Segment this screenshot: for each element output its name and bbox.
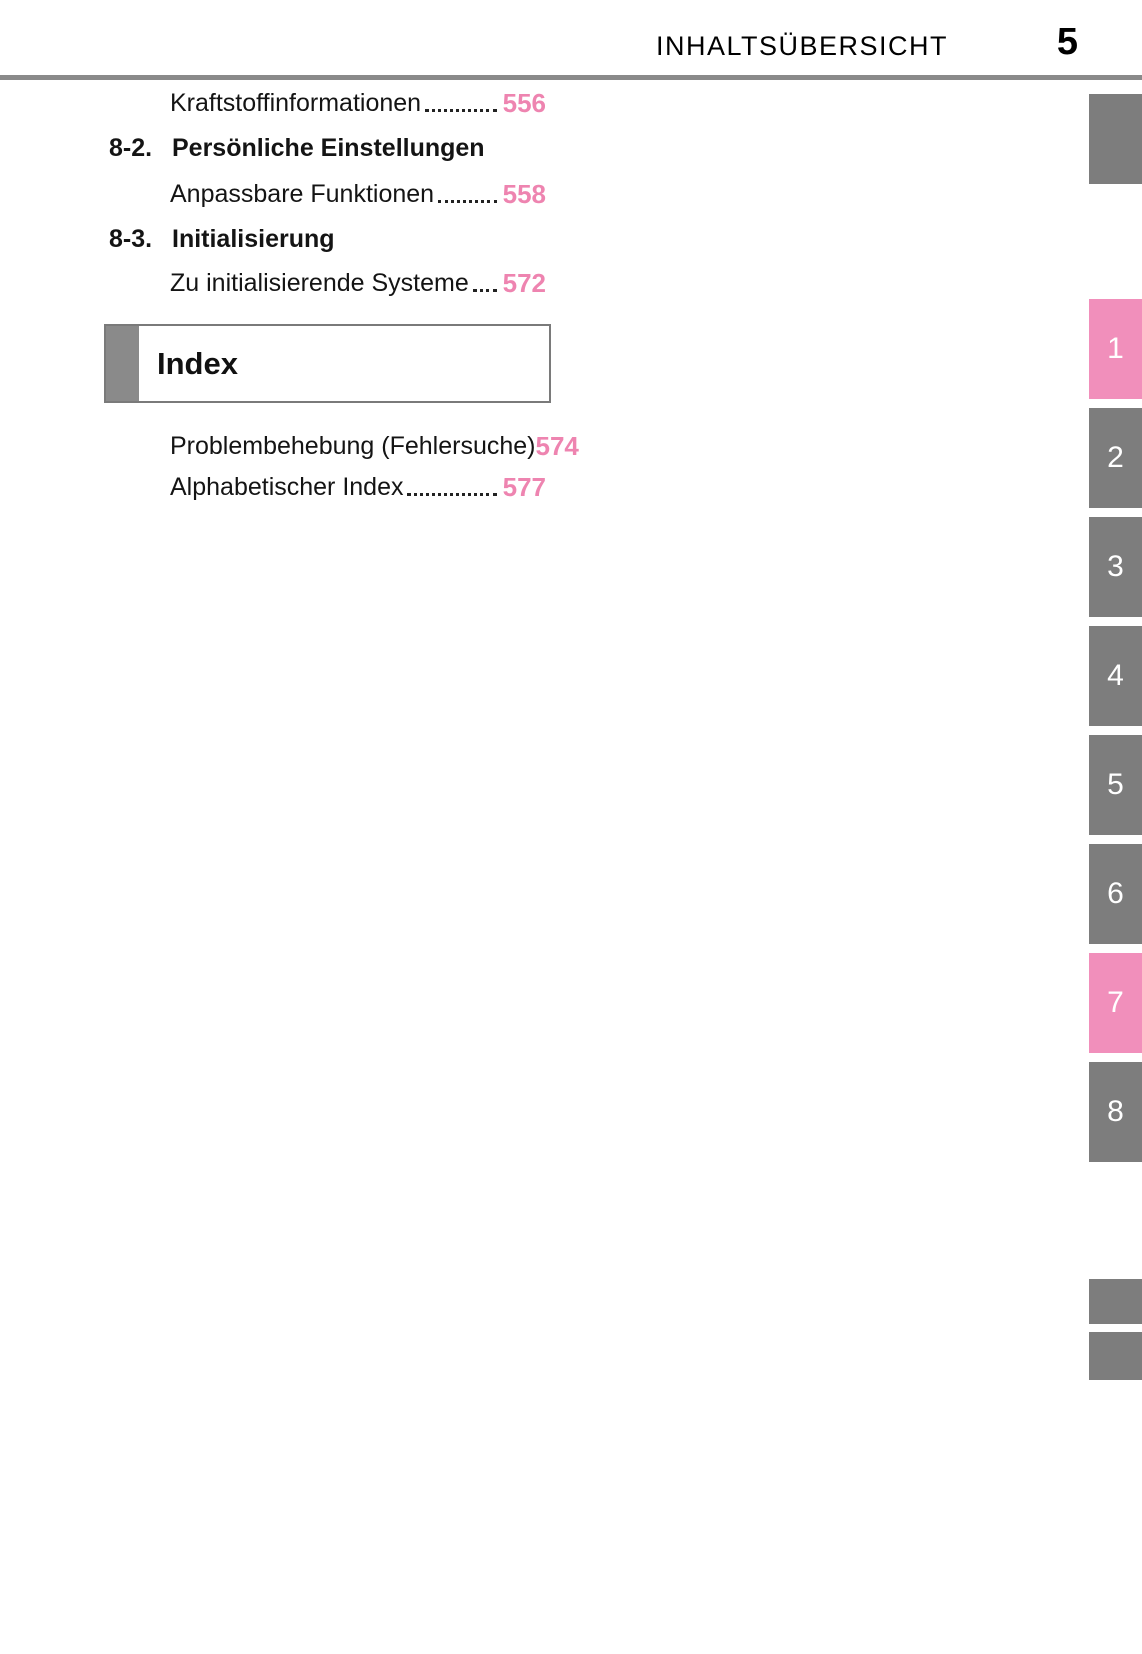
- toc-section-number: 8-3.: [109, 225, 153, 253]
- side-tab-4[interactable]: 4: [1089, 626, 1142, 726]
- toc-entry-page: 558: [502, 179, 546, 209]
- side-tab-8[interactable]: 8: [1089, 1062, 1142, 1162]
- toc-entry-page: 556: [502, 88, 546, 118]
- side-tab-6[interactable]: 6: [1089, 844, 1142, 944]
- toc-entry-page: 577: [502, 472, 546, 502]
- toc-entry-label: Alphabetischer Index: [170, 473, 404, 501]
- side-tab-3-label: 3: [1107, 550, 1124, 583]
- toc-entry[interactable]: Kraftstoffinformationen 556: [109, 88, 546, 119]
- toc-section-heading[interactable]: 8-3. Initialisierung: [109, 224, 546, 255]
- toc-entry[interactable]: Anpassbare Funktionen 558: [109, 179, 546, 210]
- header-divider: [0, 75, 1142, 80]
- side-tab-blank-bottom-1: [1089, 1279, 1142, 1324]
- side-tab-4-label: 4: [1107, 659, 1124, 692]
- side-tab-8-label: 8: [1107, 1095, 1124, 1128]
- index-chapter-title: Index: [157, 345, 238, 381]
- side-tab-blank-bottom-2: [1089, 1332, 1142, 1380]
- side-tab-7-label: 7: [1107, 986, 1124, 1019]
- dotted-leader: [472, 289, 497, 292]
- side-tab-2-label: 2: [1107, 441, 1124, 474]
- toc-entry-label: Anpassbare Funktionen: [170, 180, 435, 208]
- toc-entry-page: 572: [502, 268, 546, 298]
- side-tab-7[interactable]: 7: [1089, 953, 1142, 1053]
- toc-section-label: Initialisierung: [172, 225, 335, 253]
- side-tab-5[interactable]: 5: [1089, 735, 1142, 835]
- page-header-title: INHALTSÜBERSICHT: [655, 31, 948, 61]
- toc-section-number: 8-2.: [109, 134, 153, 162]
- toc-entry[interactable]: Zu initialisierende Systeme 572: [109, 268, 546, 299]
- toc-entry-label: Zu initialisierende Systeme: [170, 269, 469, 297]
- toc-entry-label: Problembehebung (Fehlersuche): [170, 432, 536, 460]
- toc-entry[interactable]: Alphabetischer Index 577: [109, 472, 546, 503]
- side-tab-1[interactable]: 1: [1089, 299, 1142, 399]
- dotted-leader: [407, 493, 497, 496]
- side-tab-blank-top: [1089, 94, 1142, 184]
- side-tab-3[interactable]: 3: [1089, 517, 1142, 617]
- page-number: 5: [1056, 21, 1078, 63]
- toc-section-heading[interactable]: 8-2. Persönliche Einstellungen: [109, 133, 546, 164]
- side-tab-1-label: 1: [1107, 332, 1124, 365]
- toc-section-label: Persönliche Einstellungen: [172, 134, 485, 162]
- side-tab-6-label: 6: [1107, 877, 1124, 910]
- side-tab-5-label: 5: [1107, 768, 1124, 801]
- dotted-leader: [425, 109, 497, 112]
- index-chapter-box[interactable]: Index: [104, 324, 551, 403]
- toc-entry-page: 574: [535, 431, 579, 461]
- side-tab-2[interactable]: 2: [1089, 408, 1142, 508]
- toc-entry[interactable]: Problembehebung (Fehlersuche) 574: [109, 431, 579, 462]
- index-chapter-marker: [106, 326, 139, 401]
- dotted-leader: [438, 200, 497, 203]
- toc-entry-label: Kraftstoffinformationen: [170, 89, 422, 117]
